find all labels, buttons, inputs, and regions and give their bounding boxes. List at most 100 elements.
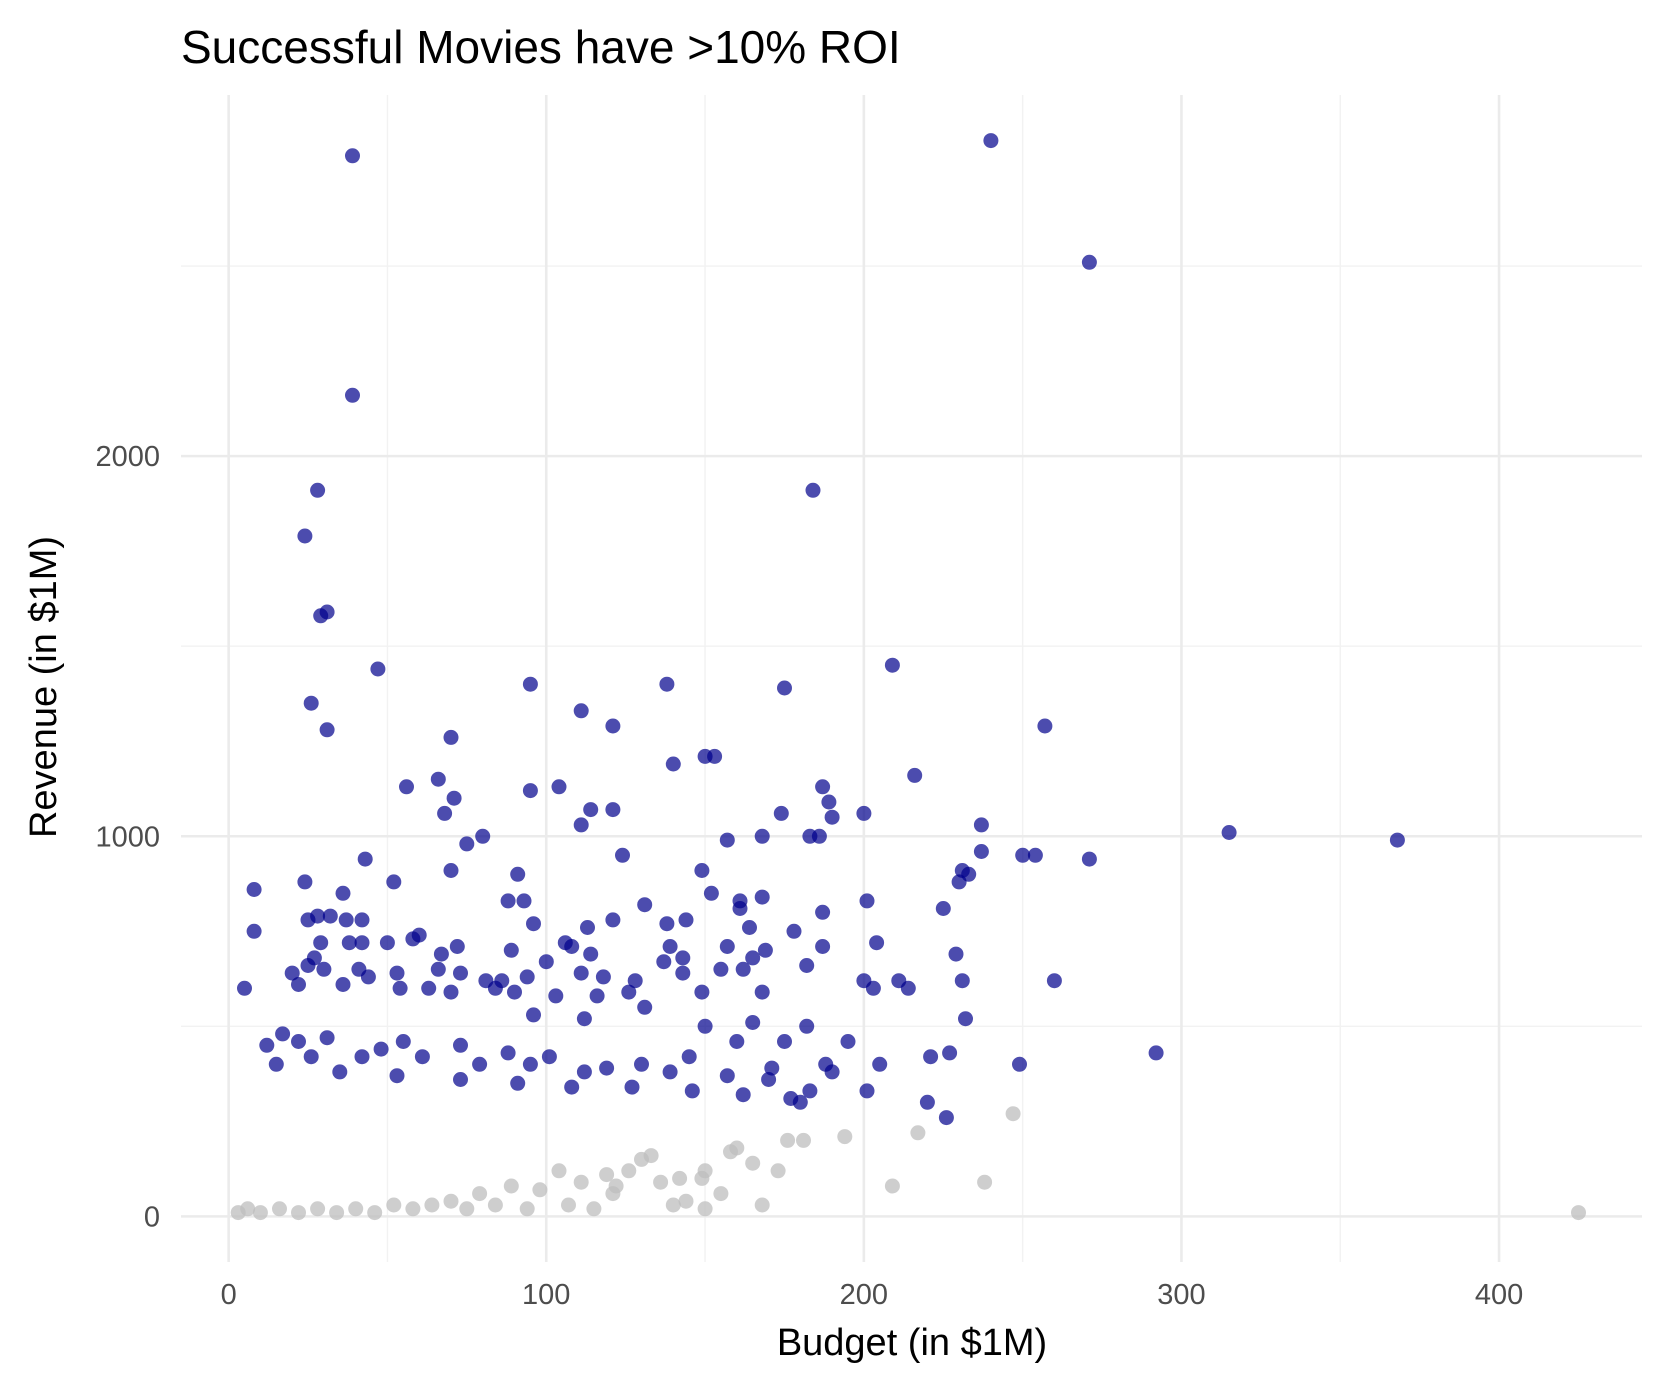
success-point [735, 961, 751, 977]
not-success-point [745, 1155, 761, 1171]
not-success-point [608, 1178, 624, 1194]
success-point [573, 703, 589, 719]
success-point [923, 1049, 939, 1065]
success-point [551, 779, 567, 795]
success-point [732, 901, 748, 916]
success-point [446, 790, 462, 806]
success-point [777, 1034, 792, 1049]
x-axis-label: Budget (in $1M) [777, 1322, 1047, 1364]
success-point [824, 809, 840, 825]
y-tick-label: 1000 [95, 821, 160, 853]
not-success-point [532, 1182, 548, 1198]
success-point [605, 718, 621, 734]
y-axis-label: Revenue (in $1M) [23, 536, 65, 838]
success-point [786, 923, 802, 939]
success-point [675, 965, 691, 981]
not-success-point [1571, 1205, 1586, 1221]
success-point [719, 939, 735, 954]
success-point [453, 1037, 468, 1053]
success-point [379, 935, 395, 951]
success-point [259, 1037, 275, 1053]
success-point [303, 1049, 319, 1065]
not-success-point [443, 1193, 459, 1209]
success-point [872, 1056, 888, 1072]
y-axis-ticks: 0 1000 2000 [95, 441, 160, 1233]
success-point [319, 722, 335, 738]
success-point [332, 1064, 348, 1080]
success-point [443, 863, 459, 878]
success-point [319, 1030, 335, 1046]
success-point [678, 912, 694, 928]
success-point [684, 1083, 700, 1099]
success-point [1015, 847, 1031, 863]
y-tick-label: 2000 [95, 441, 160, 473]
success-point [799, 958, 815, 973]
success-point [764, 1060, 780, 1076]
not-success-point [586, 1201, 602, 1217]
success-point [951, 874, 967, 890]
success-point [815, 939, 831, 954]
success-point [745, 1015, 761, 1030]
not-success-point [291, 1205, 306, 1221]
success-point [437, 805, 453, 821]
chart-title: Successful Movies have >10% ROI [181, 21, 901, 73]
success-point [386, 874, 402, 890]
success-point [777, 680, 792, 696]
success-point [303, 695, 319, 711]
not-success-point [780, 1132, 796, 1148]
not-success-point [252, 1205, 268, 1221]
success-point [392, 980, 408, 996]
success-point [757, 942, 773, 958]
success-point [510, 1075, 526, 1091]
success-point [395, 1034, 411, 1049]
success-point [856, 805, 872, 821]
not-success-point [386, 1197, 402, 1213]
success-point [824, 1064, 840, 1080]
success-point [742, 920, 757, 935]
not-success-point [329, 1205, 345, 1221]
success-point [729, 1034, 745, 1049]
success-point [935, 901, 951, 916]
success-point [237, 980, 252, 996]
success-point [322, 908, 338, 924]
success-point [624, 1079, 640, 1095]
x-tick-label: 100 [522, 1279, 570, 1311]
not-success-point [487, 1197, 503, 1213]
success-point [335, 885, 351, 901]
success-point [268, 1056, 284, 1072]
success-point [370, 661, 386, 677]
success-point [713, 961, 729, 977]
success-point [662, 939, 678, 954]
success-point [459, 836, 475, 852]
success-point [605, 912, 621, 928]
not-success-point [310, 1201, 326, 1217]
success-point [659, 676, 675, 692]
not-success-point [561, 1197, 576, 1213]
success-point [519, 969, 535, 985]
success-point [1081, 254, 1097, 270]
success-point [805, 482, 821, 498]
success-point [297, 874, 313, 890]
success-point [583, 802, 599, 818]
success-point [522, 676, 538, 692]
success-point [341, 935, 357, 951]
success-point [576, 1064, 592, 1080]
not-success-point [472, 1186, 488, 1202]
success-point [389, 965, 405, 981]
not-success-point [643, 1148, 659, 1164]
success-point [373, 1041, 389, 1057]
not-success-point [884, 1178, 900, 1194]
success-point [313, 935, 329, 951]
not-success-point [770, 1163, 786, 1179]
success-point [1046, 973, 1062, 989]
success-point [357, 851, 373, 867]
success-point [443, 729, 459, 745]
success-point [675, 950, 691, 966]
success-point [580, 920, 595, 935]
not-success-point [272, 1201, 287, 1217]
success-point [576, 1011, 592, 1027]
success-point [637, 897, 653, 913]
success-point [583, 946, 599, 962]
not-success-point [977, 1174, 993, 1190]
x-tick-label: 300 [1157, 1279, 1205, 1311]
